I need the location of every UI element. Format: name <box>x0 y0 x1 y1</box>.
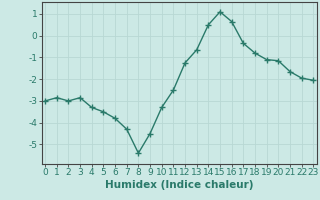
X-axis label: Humidex (Indice chaleur): Humidex (Indice chaleur) <box>105 180 253 190</box>
